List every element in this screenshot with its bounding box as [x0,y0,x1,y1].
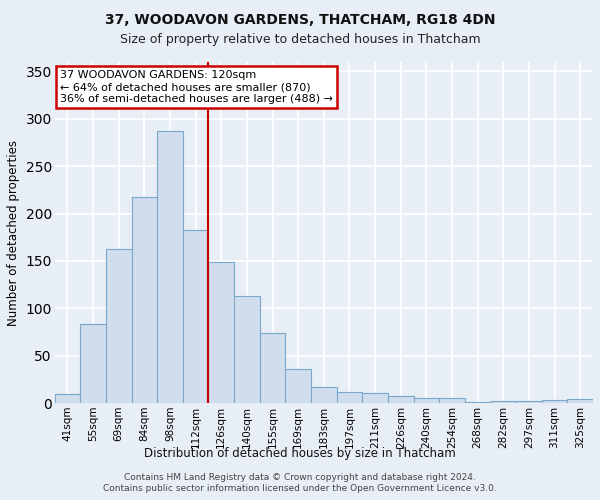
Bar [157,131,183,403]
Bar [568,400,593,403]
Text: 37, WOODAVON GARDENS, THATCHAM, RG18 4DN: 37, WOODAVON GARDENS, THATCHAM, RG18 4DN [105,12,495,26]
Bar [413,398,439,403]
Text: 37 WOODAVON GARDENS: 120sqm
← 64% of detached houses are smaller (870)
36% of se: 37 WOODAVON GARDENS: 120sqm ← 64% of det… [60,70,333,104]
Bar [516,402,542,403]
Bar [183,230,208,403]
Y-axis label: Number of detached properties: Number of detached properties [7,140,20,326]
Bar [106,248,131,403]
Bar [260,333,286,403]
Text: Size of property relative to detached houses in Thatcham: Size of property relative to detached ho… [119,32,481,46]
Bar [491,402,516,403]
Bar [80,324,106,403]
Text: Contains HM Land Registry data © Crown copyright and database right 2024.: Contains HM Land Registry data © Crown c… [124,472,476,482]
Bar [131,196,157,403]
Text: Distribution of detached houses by size in Thatcham: Distribution of detached houses by size … [144,448,456,460]
Bar [388,396,413,403]
Bar [439,398,465,403]
Bar [542,400,568,403]
Bar [465,402,491,403]
Bar [337,392,362,403]
Bar [362,392,388,403]
Bar [286,369,311,403]
Bar [311,387,337,403]
Bar [234,296,260,403]
Bar [55,394,80,403]
Bar [208,262,234,403]
Text: Contains public sector information licensed under the Open Government Licence v3: Contains public sector information licen… [103,484,497,493]
